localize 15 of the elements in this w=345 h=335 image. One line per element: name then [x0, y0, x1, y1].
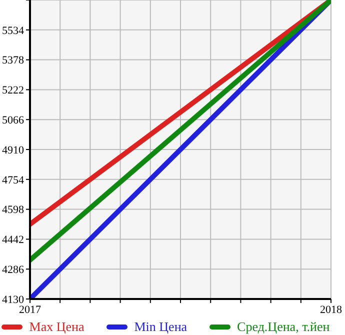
y-tick-label: 5378	[2, 54, 24, 67]
y-tick-label: 4286	[2, 264, 24, 276]
y-tick-label: 4598	[2, 204, 24, 216]
y-tick-label: 5222	[2, 84, 24, 97]
y-tick-label: 5066	[2, 114, 24, 127]
legend-label: Max Цена	[28, 319, 84, 335]
x-tick-label: 2018	[320, 304, 342, 316]
legend-label: Min Цена	[133, 319, 188, 335]
x-tick-label: 2017	[19, 304, 42, 316]
y-tick-label: 4754	[2, 174, 24, 186]
legend-label: Сред.Цена, т.йен	[236, 319, 330, 335]
y-tick-label: 4910	[2, 144, 24, 156]
y-tick-label: 4130	[2, 294, 24, 306]
y-tick-label: 5534	[2, 24, 24, 37]
y-tick-label: 4442	[2, 234, 24, 246]
